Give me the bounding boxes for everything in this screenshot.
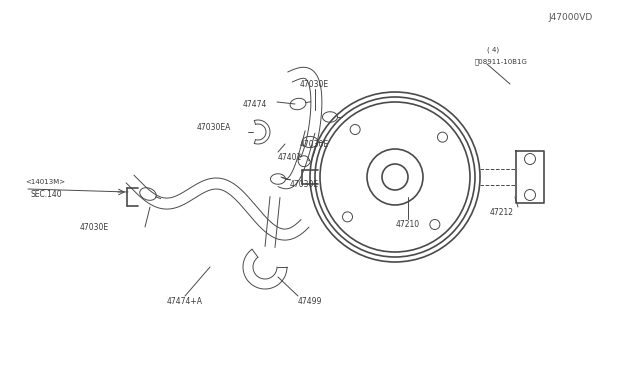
Text: 47030E: 47030E — [290, 180, 319, 189]
Text: 47401: 47401 — [278, 153, 302, 161]
Text: ⓝ08911-10B1G: ⓝ08911-10B1G — [475, 59, 528, 65]
Text: 47030E: 47030E — [300, 140, 329, 148]
Text: <14013M>: <14013M> — [25, 179, 65, 185]
Text: SEC.140: SEC.140 — [30, 189, 61, 199]
Text: 47030EA: 47030EA — [197, 122, 232, 131]
Text: ( 4): ( 4) — [487, 47, 499, 53]
Text: J47000VD: J47000VD — [548, 13, 592, 22]
Text: 47499: 47499 — [298, 298, 323, 307]
Text: 47210: 47210 — [396, 219, 420, 228]
Text: 47474+A: 47474+A — [167, 298, 203, 307]
Text: 47474: 47474 — [243, 99, 268, 109]
Text: 47212: 47212 — [490, 208, 514, 217]
Text: 47030E: 47030E — [300, 80, 329, 89]
Text: 47030E: 47030E — [80, 222, 109, 231]
